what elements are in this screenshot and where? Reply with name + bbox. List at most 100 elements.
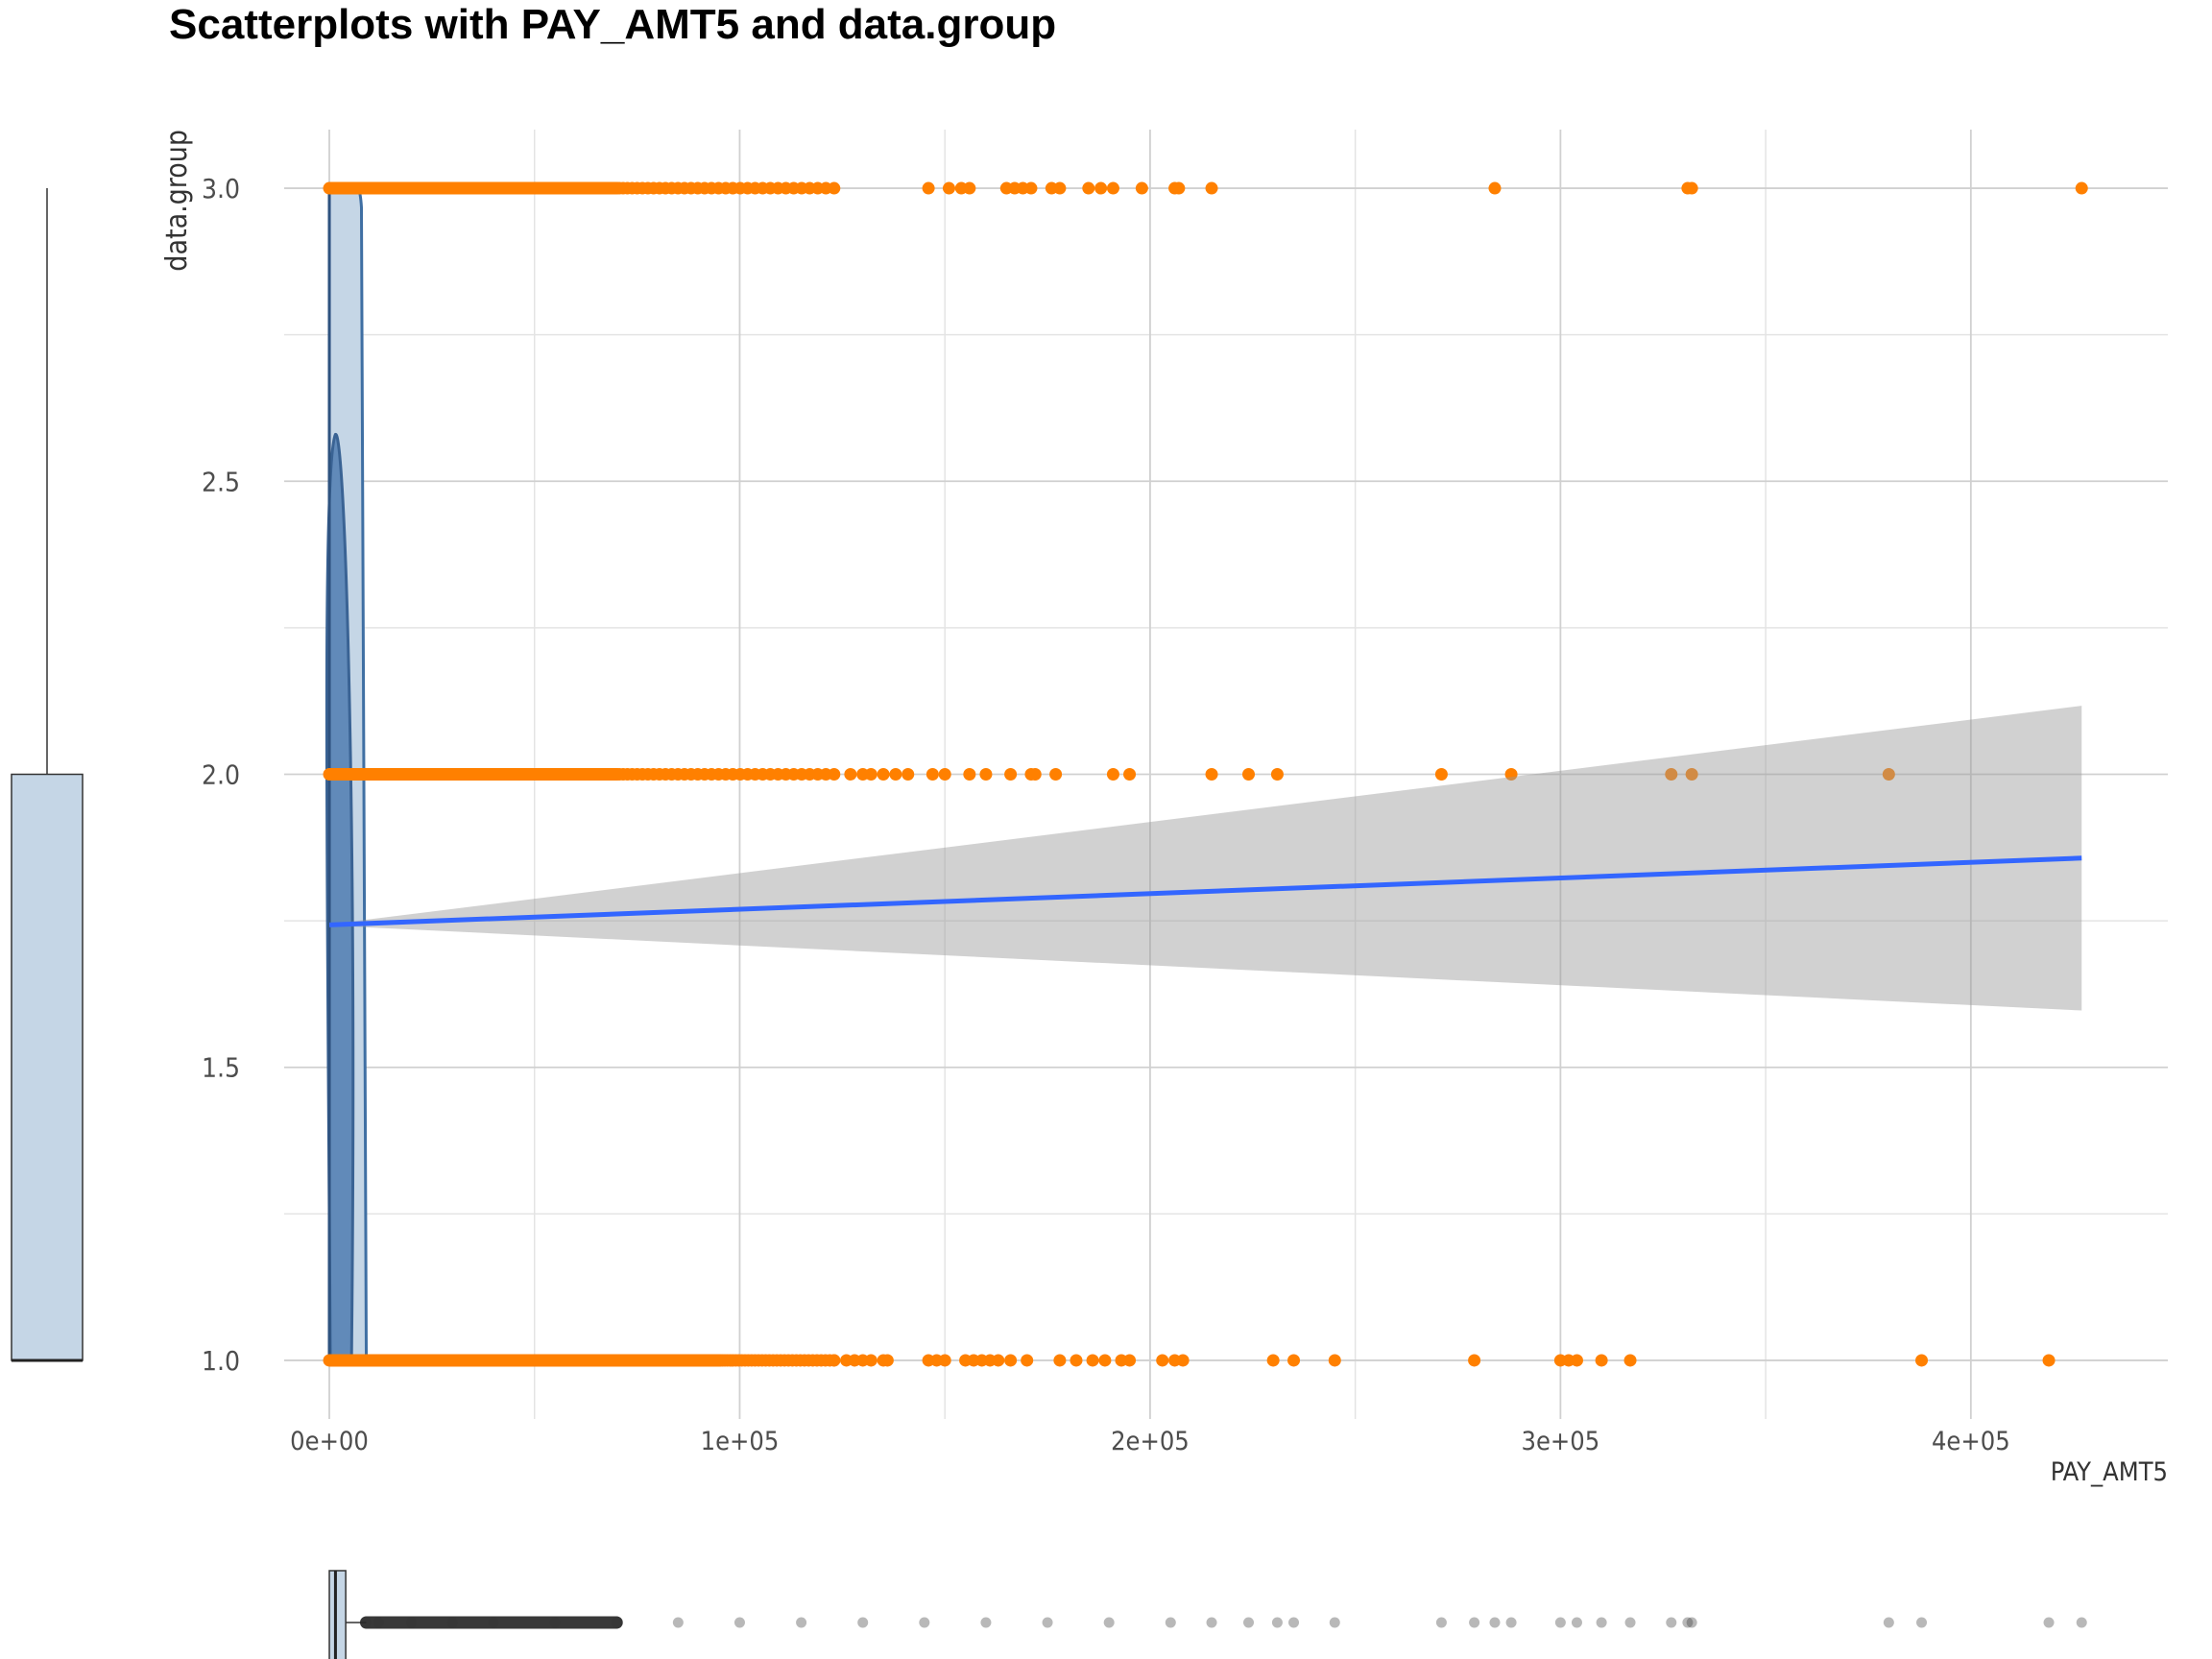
x-boxplot-outlier (1916, 1617, 1928, 1628)
data-point (1468, 1354, 1481, 1367)
data-point (1135, 181, 1148, 195)
data-point (1205, 181, 1218, 195)
x-boxplot-outlier (1042, 1617, 1053, 1628)
data-point (1685, 181, 1698, 195)
data-point (1086, 1354, 1099, 1367)
data-point (992, 1354, 1005, 1367)
data-point (1094, 181, 1108, 195)
x-boxplot-outlier (1666, 1617, 1677, 1628)
data-point (1070, 1354, 1083, 1367)
x-boxplot-outlier (1103, 1617, 1115, 1628)
data-point (1053, 181, 1067, 195)
data-point (1623, 1354, 1637, 1367)
data-point (1004, 768, 1018, 781)
x-boxplot-outlier (1686, 1617, 1697, 1628)
y-tick-label: 1.0 (202, 1345, 240, 1377)
x-boxplot-outlier (1288, 1617, 1300, 1628)
data-point (1004, 1354, 1018, 1367)
x-tick-label: 3e+05 (1522, 1427, 1600, 1456)
data-point (1053, 1354, 1067, 1367)
data-point (963, 768, 976, 781)
x-boxplot-outlier (733, 1617, 745, 1628)
y-tick-labels: 1.0 1.5 2.0 2.5 3.0 (202, 173, 240, 1377)
x-boxplot-outlier (980, 1617, 992, 1628)
data-point (1082, 181, 1095, 195)
data-point (1328, 1354, 1341, 1367)
data-point (1242, 768, 1256, 781)
data-point (1287, 1354, 1301, 1367)
data-point (1570, 1354, 1583, 1367)
x-marginal-boxplot (328, 1570, 2087, 1659)
x-axis-label: PAY_AMT5 (2051, 1457, 2168, 1487)
data-point (1028, 768, 1042, 781)
x-boxplot-outlier (1489, 1617, 1501, 1628)
y-marginal-boxplot (11, 188, 84, 1362)
data-point (1021, 1354, 1034, 1367)
data-point (979, 768, 993, 781)
data-point (1595, 1354, 1608, 1367)
data-point (2042, 1354, 2056, 1367)
x-boxplot-outlier (1206, 1617, 1217, 1628)
data-point (922, 181, 935, 195)
data-point (864, 768, 878, 781)
data-point (1106, 768, 1119, 781)
data-point (1665, 768, 1678, 781)
x-tick-label: 0e+00 (290, 1427, 369, 1456)
data-point (1504, 768, 1518, 781)
x-boxplot-outlier (1883, 1617, 1894, 1628)
x-boxplot-box (328, 1570, 347, 1659)
x-boxplot-outlier (2043, 1617, 2055, 1628)
regression-line (328, 855, 2082, 927)
y-tick-label: 1.5 (202, 1052, 240, 1084)
y-tick-label: 2.0 (202, 759, 240, 791)
regression-layer (328, 706, 2082, 1011)
x-boxplot-outlier (2076, 1617, 2087, 1628)
data-point (1685, 768, 1698, 781)
y-tick-label: 3.0 (202, 173, 240, 204)
x-boxplot-outlier (1271, 1617, 1283, 1628)
data-point (1270, 768, 1284, 781)
data-point (942, 181, 955, 195)
data-point (889, 768, 902, 781)
data-point (1176, 1354, 1190, 1367)
x-boxplot-outlier (1329, 1617, 1340, 1628)
x-boxplot-outlier (611, 1617, 622, 1628)
data-point (902, 768, 915, 781)
x-boxplot-outlier (857, 1617, 869, 1628)
data-point (1156, 1354, 1169, 1367)
x-boxplot-outlier (1243, 1617, 1255, 1628)
x-boxplot-outlier (549, 1617, 561, 1628)
data-point (828, 1354, 841, 1367)
x-boxplot-outlier (1624, 1617, 1636, 1628)
data-point (1172, 181, 1186, 195)
x-boxplot-outlier (672, 1617, 684, 1628)
data-point (877, 768, 890, 781)
data-point (938, 1354, 951, 1367)
data-point (938, 768, 951, 781)
data-point (963, 181, 976, 195)
data-point (926, 768, 939, 781)
x-boxplot-outlier (1554, 1617, 1566, 1628)
data-point (1205, 768, 1218, 781)
x-boxplot-outlier (1682, 1617, 1694, 1628)
data-point (1123, 1354, 1137, 1367)
data-point (1098, 1354, 1112, 1367)
data-point (828, 768, 841, 781)
chart-title: Scatterplots with PAY_AMT5 and data.grou… (169, 1, 1056, 48)
x-boxplot-outlier (373, 1617, 384, 1628)
y-axis-label: data.group (160, 130, 194, 272)
x-tick-label: 1e+05 (701, 1427, 780, 1456)
x-boxplot-outlier (1435, 1617, 1447, 1628)
x-tick-labels: 0e+00 1e+05 2e+05 3e+05 4e+05 (290, 1427, 2009, 1456)
x-boxplot-outlier (446, 1617, 458, 1628)
data-point (1434, 768, 1448, 781)
x-boxplot-outlier (1165, 1617, 1176, 1628)
x-tick-label: 2e+05 (1111, 1427, 1190, 1456)
confidence-band (329, 706, 2082, 1011)
y-boxplot-box (11, 773, 84, 1361)
data-point (1882, 768, 1895, 781)
data-point (828, 181, 841, 195)
x-boxplot-outlier (360, 1617, 372, 1628)
data-point (2075, 181, 2088, 195)
